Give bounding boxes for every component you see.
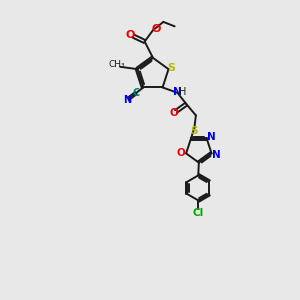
Text: N: N xyxy=(207,132,216,142)
Text: N: N xyxy=(212,150,221,160)
Text: N: N xyxy=(173,87,182,97)
Text: O: O xyxy=(177,148,185,158)
Text: Cl: Cl xyxy=(193,208,204,218)
Text: S: S xyxy=(190,126,198,136)
Text: O: O xyxy=(151,24,160,34)
Text: CH₃: CH₃ xyxy=(108,61,125,70)
Text: O: O xyxy=(169,108,178,118)
Text: C: C xyxy=(132,88,140,98)
Text: H: H xyxy=(178,87,186,97)
Text: O: O xyxy=(126,30,135,40)
Text: S: S xyxy=(167,63,175,73)
Text: N: N xyxy=(123,95,131,105)
